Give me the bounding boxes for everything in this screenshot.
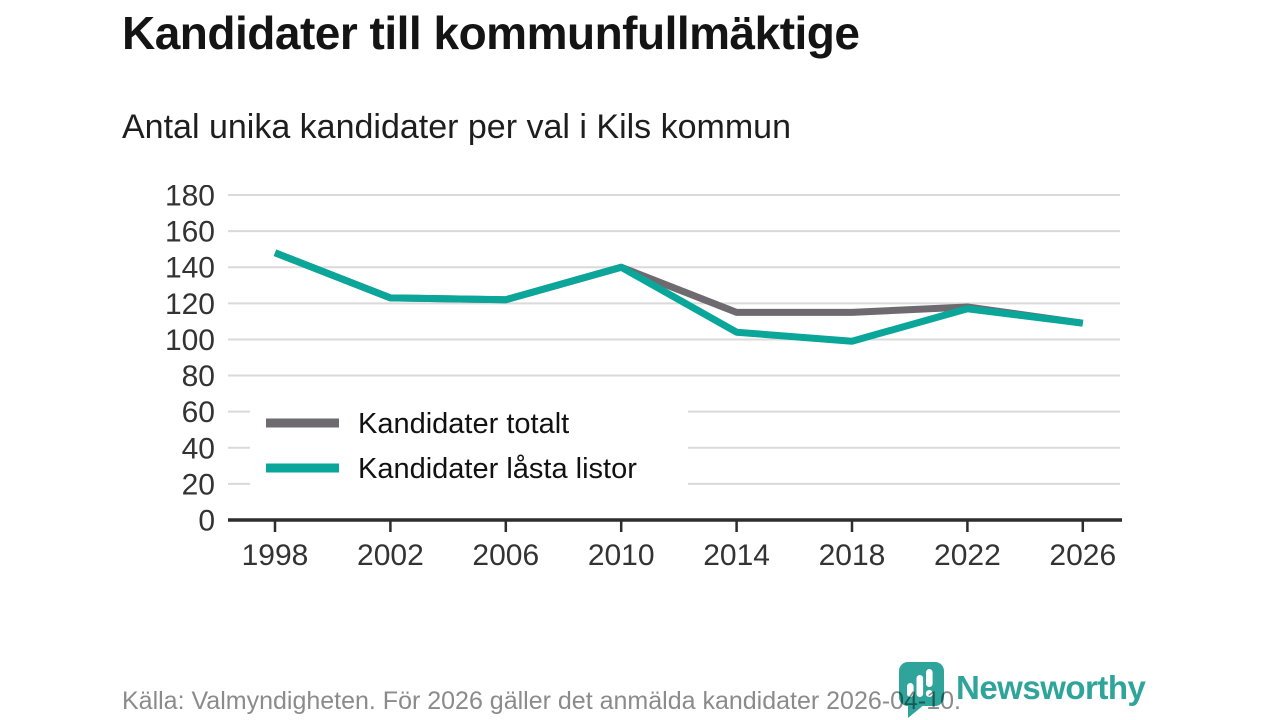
y-tick-label: 40: [182, 432, 215, 465]
y-tick-label: 160: [165, 216, 215, 249]
logo-exclamation-dot: [925, 690, 933, 697]
series-lines: [273, 249, 1084, 345]
x-tick-label: 2002: [357, 539, 424, 572]
y-tick-label: 60: [182, 396, 215, 429]
x-tick-label: 2010: [588, 539, 655, 572]
series-line-1: [273, 249, 1084, 345]
logo-bar-short: [907, 683, 914, 697]
logo-bubble-tail: [908, 700, 925, 718]
x-tick-label: 2022: [934, 539, 1001, 572]
y-tick-label: 100: [165, 324, 215, 357]
logo-exclamation-bar: [926, 669, 933, 687]
y-tick-label: 180: [165, 185, 215, 213]
newsworthy-logo-icon: [899, 662, 944, 718]
x-tick-label: 2018: [819, 539, 886, 572]
y-tick-label: 120: [165, 288, 215, 321]
x-tick-label: 2006: [472, 539, 539, 572]
logo-bar-tall: [916, 675, 924, 697]
y-tick-label: 80: [182, 360, 215, 393]
y-tick-label: 20: [182, 468, 215, 501]
legend-label-1: Kandidater låsta listor: [358, 453, 637, 485]
x-tick-label: 2014: [703, 539, 770, 572]
source-note: Källa: Valmyndigheten. För 2026 gäller d…: [122, 687, 961, 715]
newsworthy-logo: Newsworthy: [897, 660, 1146, 719]
x-tick-label: 2026: [1049, 539, 1116, 572]
x-tick-label: 1998: [242, 539, 309, 572]
chart-subtitle: Antal unika kandidater per val i Kils ko…: [122, 108, 791, 146]
legend-background: [250, 403, 688, 492]
y-tick-label: 0: [198, 505, 215, 538]
chart-legend: Kandidater totalt Kandidater låsta listor: [250, 403, 688, 492]
x-axis-labels: 1998 2002 2006 2010 2014 2018 2022 2026: [242, 539, 1117, 572]
newsworthy-logo-text: Newsworthy: [956, 669, 1146, 706]
y-tick-label: 140: [165, 252, 215, 285]
legend-label-0: Kandidater totalt: [358, 408, 569, 440]
chart-title: Kandidater till kommunfullmäktige: [122, 7, 860, 59]
x-axis: [228, 518, 1122, 532]
